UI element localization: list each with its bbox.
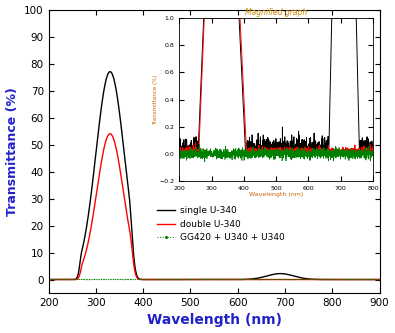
X-axis label: Wavelength (nm): Wavelength (nm) — [147, 313, 282, 327]
Y-axis label: Transmittance (%): Transmittance (%) — [6, 87, 19, 216]
Legend: single U-340, double U-340, GG420 + U340 + U340: single U-340, double U-340, GG420 + U340… — [154, 203, 288, 246]
